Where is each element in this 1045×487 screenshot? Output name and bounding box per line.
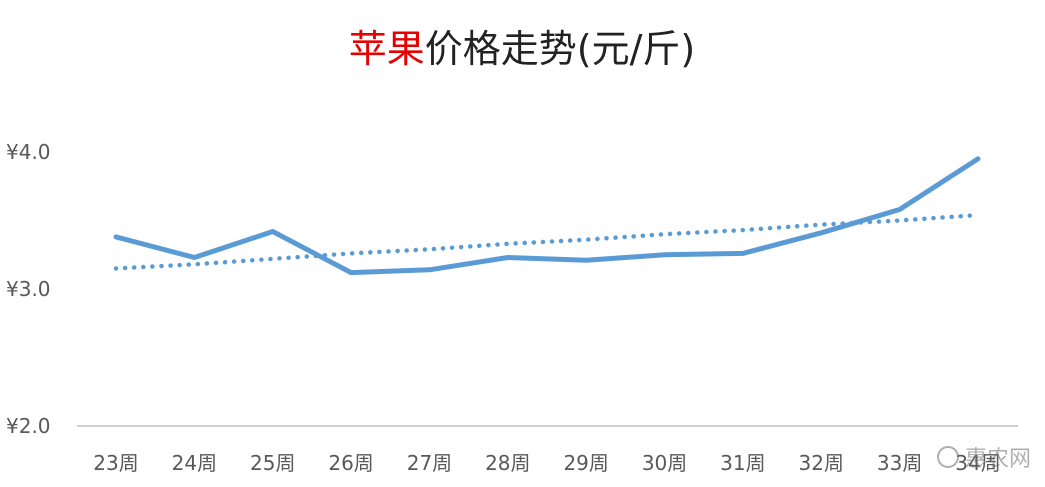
price-point — [584, 258, 588, 262]
trendline-point — [349, 251, 353, 255]
price-point — [663, 253, 667, 257]
y-tick-label: ¥3.0 — [6, 277, 51, 301]
price-point — [427, 268, 431, 272]
trendline-point — [271, 257, 275, 261]
trendline-point — [741, 228, 745, 232]
trendline-point — [114, 266, 118, 270]
trendline-point — [192, 262, 196, 266]
chart-title-highlight: 苹果 — [349, 27, 425, 71]
trendline-point — [584, 238, 588, 242]
watermark-text: 惠农网 — [964, 447, 1031, 472]
trendline-series — [113, 212, 981, 271]
chart-title: 苹果价格走势(元/斤) — [349, 27, 695, 71]
trendline-point — [898, 219, 902, 223]
price-point — [506, 255, 510, 259]
x-tick-label: 33周 — [877, 451, 922, 475]
weibo-icon — [936, 446, 959, 468]
price-point — [976, 157, 980, 161]
trendline-point — [976, 213, 980, 217]
price-point — [271, 229, 275, 233]
price-point — [741, 251, 745, 255]
trendline-point — [506, 242, 510, 246]
x-tick-label: 34周 — [955, 451, 1000, 475]
price-point — [349, 271, 353, 275]
price-point — [114, 235, 118, 239]
x-tick-label: 28周 — [485, 451, 530, 475]
x-tick-label: 31周 — [720, 451, 765, 475]
trendline-point — [819, 223, 823, 227]
y-tick-label: ¥2.0 — [6, 414, 51, 438]
x-tick-label: 30周 — [642, 451, 687, 475]
x-tick-label: 29周 — [563, 451, 608, 475]
x-tick-label: 25周 — [250, 451, 295, 475]
trendline-point — [427, 247, 431, 251]
y-tick-label: ¥4.0 — [6, 140, 51, 164]
price-point — [898, 208, 902, 212]
x-tick-label: 27周 — [407, 451, 452, 475]
x-tick-label: 26周 — [328, 451, 373, 475]
watermark: 惠农网 — [936, 441, 1031, 473]
x-axis: 23周 24周 25周 26周 27周 28周 29周 30周 31周 32周 33周 34周 — [93, 451, 1000, 475]
price-point — [819, 231, 823, 235]
series-group — [113, 156, 981, 276]
y-axis: ¥2.0 ¥3.0 ¥4.0 — [6, 140, 51, 438]
chart-title-rest: 价格走势(元/斤) — [425, 27, 695, 71]
x-tick-label: 32周 — [799, 451, 844, 475]
trendline-point — [663, 232, 667, 236]
x-tick-label: 24周 — [172, 451, 217, 475]
x-tick-label: 23周 — [93, 451, 138, 475]
price-line-series — [113, 156, 981, 276]
price-point — [192, 255, 196, 259]
